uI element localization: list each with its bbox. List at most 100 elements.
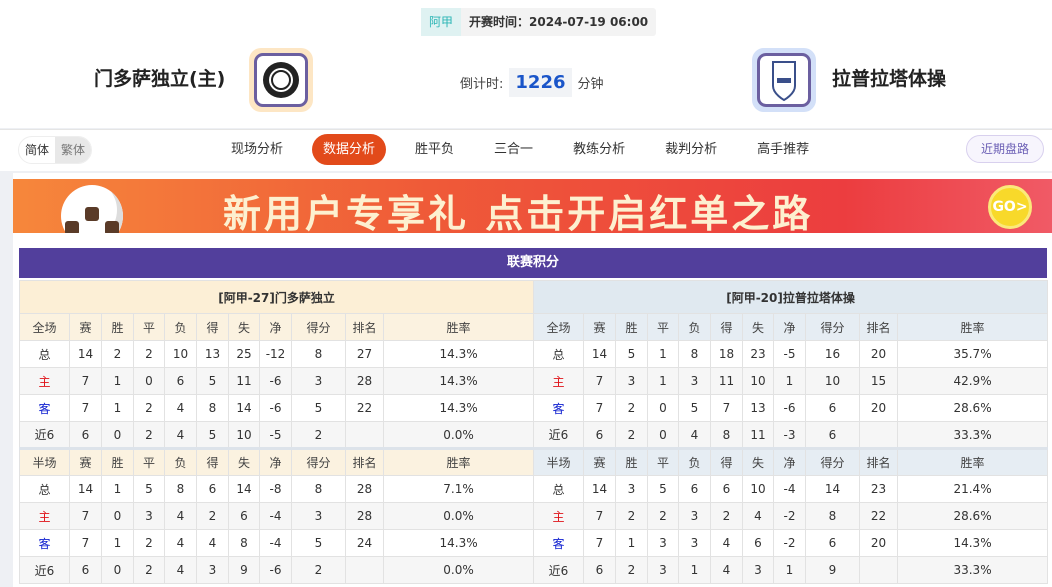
table-cell: 10	[228, 421, 260, 449]
table-cell: 8	[805, 502, 860, 530]
row-label: 客	[19, 394, 70, 422]
table-cell: 2	[291, 421, 346, 449]
row-label: 近6	[19, 556, 70, 584]
table-cell: 14	[228, 475, 260, 503]
table-cell: 7	[69, 367, 102, 395]
column-header: 得分	[291, 448, 346, 476]
table-cell: 14	[583, 340, 616, 368]
tab-3[interactable]: 三合一	[494, 142, 534, 157]
recent-trend-button[interactable]: 近期盘路	[966, 135, 1045, 163]
table-cell: 14.3%	[896, 529, 1049, 557]
table-row: 近6 6 0 2 4 3 9 -6 2 0.0%	[19, 556, 535, 584]
column-header: 净	[773, 313, 806, 341]
tab-0[interactable]: 现场分析	[231, 142, 284, 157]
match-info: 阿甲 开赛时间：2024-07-19 06:00	[421, 8, 657, 36]
table-cell: 0.0%	[382, 502, 535, 530]
column-header: 全场	[19, 313, 70, 341]
column-header: 得分	[805, 313, 860, 341]
column-header: 失	[742, 313, 774, 341]
table-cell: 14.3%	[382, 394, 535, 422]
table-cell: 6	[710, 475, 743, 503]
table-cell: 3	[133, 502, 165, 530]
tab-6[interactable]: 高手推荐	[757, 142, 810, 157]
promo-banner[interactable]: 新用户专享礼 点击开启红单之路 GO>	[13, 179, 1052, 233]
home-team-logo[interactable]	[249, 48, 313, 112]
table-cell: 14.3%	[382, 529, 535, 557]
column-header: 胜	[615, 448, 648, 476]
table-cell: 7	[583, 367, 616, 395]
column-header: 平	[133, 448, 165, 476]
table-cell: 27	[345, 340, 384, 368]
home-crest-icon	[263, 62, 299, 98]
table-cell: 2	[133, 529, 165, 557]
table-cell: 10	[742, 475, 774, 503]
home-team-name[interactable]: 门多萨独立(主)	[94, 68, 226, 90]
column-header: 半场	[533, 448, 584, 476]
table-cell: 42.9%	[896, 367, 1049, 395]
table-cell	[859, 556, 898, 584]
column-header: 负	[164, 448, 197, 476]
column-header: 排名	[859, 448, 898, 476]
table-cell: 33.3%	[896, 421, 1049, 449]
table-cell: 28.6%	[896, 394, 1049, 422]
table-cell: 14.3%	[382, 340, 535, 368]
table-cell: -2	[773, 502, 806, 530]
tab-5[interactable]: 裁判分析	[665, 142, 718, 157]
away-team-logo[interactable]	[752, 48, 816, 112]
row-label: 总	[533, 340, 584, 368]
table-row: 客 7 2 0 5 7 13 -6 6 20 28.6%	[533, 394, 1049, 422]
table-cell: 0	[101, 556, 134, 584]
table-cell: 4	[164, 394, 197, 422]
table-cell: 4	[742, 502, 774, 530]
column-header: 净	[773, 448, 806, 476]
table-cell: 1	[773, 556, 806, 584]
table-cell: 2	[615, 556, 648, 584]
table-cell	[859, 421, 898, 449]
table-row: 客 7 1 3 3 4 6 -2 6 20 14.3%	[533, 529, 1049, 557]
table-cell: 15	[859, 367, 898, 395]
row-label: 总	[533, 475, 584, 503]
go-button[interactable]: GO>	[988, 185, 1032, 229]
table-cell: 2	[196, 502, 229, 530]
lang-simplified[interactable]: 简体	[25, 143, 50, 157]
table-cell: 6	[228, 502, 260, 530]
table-cell: 20	[859, 394, 898, 422]
table-cell: -6	[259, 367, 292, 395]
table-cell: 14	[583, 475, 616, 503]
table-cell: 6	[805, 529, 860, 557]
table-cell: 10	[805, 367, 860, 395]
table-cell: 5	[291, 529, 346, 557]
table-cell: 5	[615, 340, 648, 368]
column-header: 排名	[345, 448, 384, 476]
table-cell: 4	[710, 556, 743, 584]
column-header: 胜率	[896, 448, 1049, 476]
away-team-name[interactable]: 拉普拉塔体操	[832, 68, 947, 90]
lang-traditional[interactable]: 繁体	[55, 137, 92, 163]
table-cell: 16	[805, 340, 860, 368]
table-cell: 33.3%	[896, 556, 1049, 584]
column-header: 得分	[805, 448, 860, 476]
column-header: 赛	[583, 448, 616, 476]
table-cell: 23	[859, 475, 898, 503]
table-cell: 2	[133, 394, 165, 422]
table-cell: 8	[228, 529, 260, 557]
language-toggle: 简体 繁体	[18, 136, 93, 164]
tab-2[interactable]: 胜平负	[415, 142, 455, 157]
tab-1[interactable]: 数据分析	[312, 134, 387, 165]
column-header: 赛	[69, 313, 102, 341]
table-cell: 1	[647, 367, 679, 395]
table-cell: 23	[742, 340, 774, 368]
table-cell: 6	[69, 421, 102, 449]
table-cell: 1	[615, 529, 648, 557]
column-header: 平	[133, 313, 165, 341]
column-header: 胜率	[382, 448, 535, 476]
table-cell: -2	[773, 529, 806, 557]
table-cell: 5	[678, 394, 711, 422]
table-cell: 28	[345, 475, 384, 503]
tab-4[interactable]: 教练分析	[573, 142, 626, 157]
league-badge[interactable]: 阿甲	[421, 8, 462, 36]
table-cell: 3	[678, 502, 711, 530]
table-cell: 7	[69, 529, 102, 557]
table-cell: 3	[678, 367, 711, 395]
column-header: 得	[710, 313, 743, 341]
